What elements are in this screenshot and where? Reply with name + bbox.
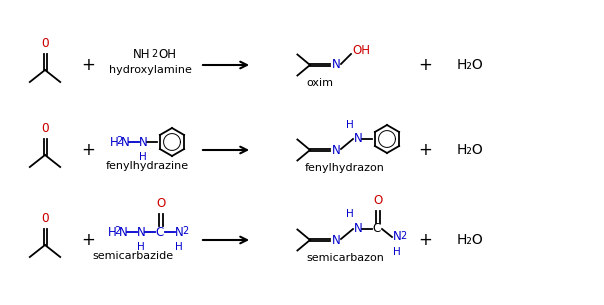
- Text: H: H: [137, 242, 145, 252]
- Text: O: O: [156, 197, 165, 210]
- Text: 2: 2: [114, 226, 120, 236]
- Text: N: N: [332, 143, 341, 156]
- Text: H: H: [346, 120, 354, 130]
- Text: semicarbazon: semicarbazon: [306, 253, 384, 263]
- Text: semicarbazide: semicarbazide: [92, 251, 173, 261]
- Text: fenylhydrazine: fenylhydrazine: [106, 161, 188, 171]
- Text: O: O: [41, 212, 49, 225]
- Text: +: +: [418, 231, 432, 249]
- Text: N: N: [137, 225, 146, 239]
- Text: H: H: [175, 242, 183, 252]
- Text: OH: OH: [158, 48, 176, 62]
- Text: O: O: [41, 37, 49, 50]
- Text: N: N: [121, 135, 130, 149]
- Text: H₂O: H₂O: [457, 58, 483, 72]
- Text: H: H: [108, 225, 117, 239]
- Text: N: N: [119, 225, 128, 239]
- Text: H₂O: H₂O: [457, 233, 483, 247]
- Text: OH: OH: [352, 45, 370, 58]
- Text: N: N: [354, 132, 363, 145]
- Text: N: N: [139, 135, 148, 149]
- Text: hydroxylamine: hydroxylamine: [109, 65, 191, 75]
- Text: N: N: [332, 234, 341, 246]
- Text: 2: 2: [116, 136, 122, 146]
- Text: H: H: [139, 152, 147, 162]
- Text: C: C: [155, 225, 163, 239]
- Text: N: N: [175, 225, 184, 239]
- Text: NH: NH: [132, 48, 150, 62]
- Text: H: H: [393, 247, 400, 257]
- Text: N: N: [393, 231, 402, 243]
- Text: +: +: [81, 231, 95, 249]
- Text: oxim: oxim: [306, 78, 333, 88]
- Text: N: N: [354, 223, 363, 235]
- Text: +: +: [81, 141, 95, 159]
- Text: O: O: [373, 194, 382, 207]
- Text: fenylhydrazon: fenylhydrazon: [305, 163, 385, 173]
- Text: H₂O: H₂O: [457, 143, 483, 157]
- Text: +: +: [418, 56, 432, 74]
- Text: H: H: [110, 135, 119, 149]
- Text: 2: 2: [400, 231, 406, 241]
- Text: +: +: [418, 141, 432, 159]
- Text: N: N: [332, 59, 341, 71]
- Text: O: O: [41, 122, 49, 135]
- Text: 2: 2: [151, 49, 157, 59]
- Text: +: +: [81, 56, 95, 74]
- Text: 2: 2: [182, 226, 188, 236]
- Text: H: H: [346, 209, 354, 219]
- Text: C: C: [372, 223, 381, 235]
